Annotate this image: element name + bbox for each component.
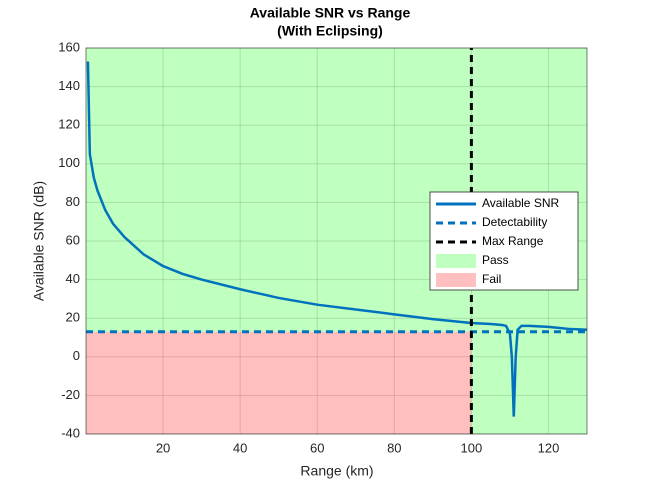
y-tick-label: 100 — [58, 155, 80, 170]
x-tick-label: 60 — [310, 440, 324, 455]
legend-label: Fail — [482, 272, 501, 286]
chart-subtitle: (With Eclipsing) — [277, 23, 383, 39]
legend-swatch — [436, 254, 476, 268]
y-tick-label: 120 — [58, 117, 80, 132]
legend-label: Detectability — [482, 215, 547, 229]
y-tick-label: -40 — [61, 425, 80, 440]
legend-label: Available SNR — [482, 196, 559, 210]
x-tick-label: 80 — [387, 440, 401, 455]
legend-label: Pass — [482, 253, 509, 267]
series-line — [86, 61, 588, 417]
y-axis-label: Available SNR (dB) — [31, 181, 47, 301]
y-tick-label: 80 — [66, 194, 80, 209]
x-tick-label: 100 — [461, 440, 483, 455]
chart-title: Available SNR vs Range — [250, 5, 411, 21]
y-tick-label: 20 — [66, 310, 80, 325]
legend-swatch — [436, 273, 476, 287]
y-tick-label: 140 — [58, 78, 80, 93]
legend-label: Max Range — [482, 234, 544, 248]
x-tick-label: 20 — [156, 440, 170, 455]
y-tick-label: 60 — [66, 232, 80, 247]
y-tick-label: 40 — [66, 271, 80, 286]
x-axis-label: Range (km) — [300, 463, 373, 479]
y-tick-label: -20 — [61, 387, 80, 402]
y-tick-label: 160 — [58, 39, 80, 54]
y-tick-label: 0 — [73, 348, 80, 363]
x-tick-label: 40 — [233, 440, 247, 455]
x-tick-label: 120 — [538, 440, 560, 455]
plot-frame — [85, 47, 588, 435]
fail-region — [86, 331, 472, 434]
